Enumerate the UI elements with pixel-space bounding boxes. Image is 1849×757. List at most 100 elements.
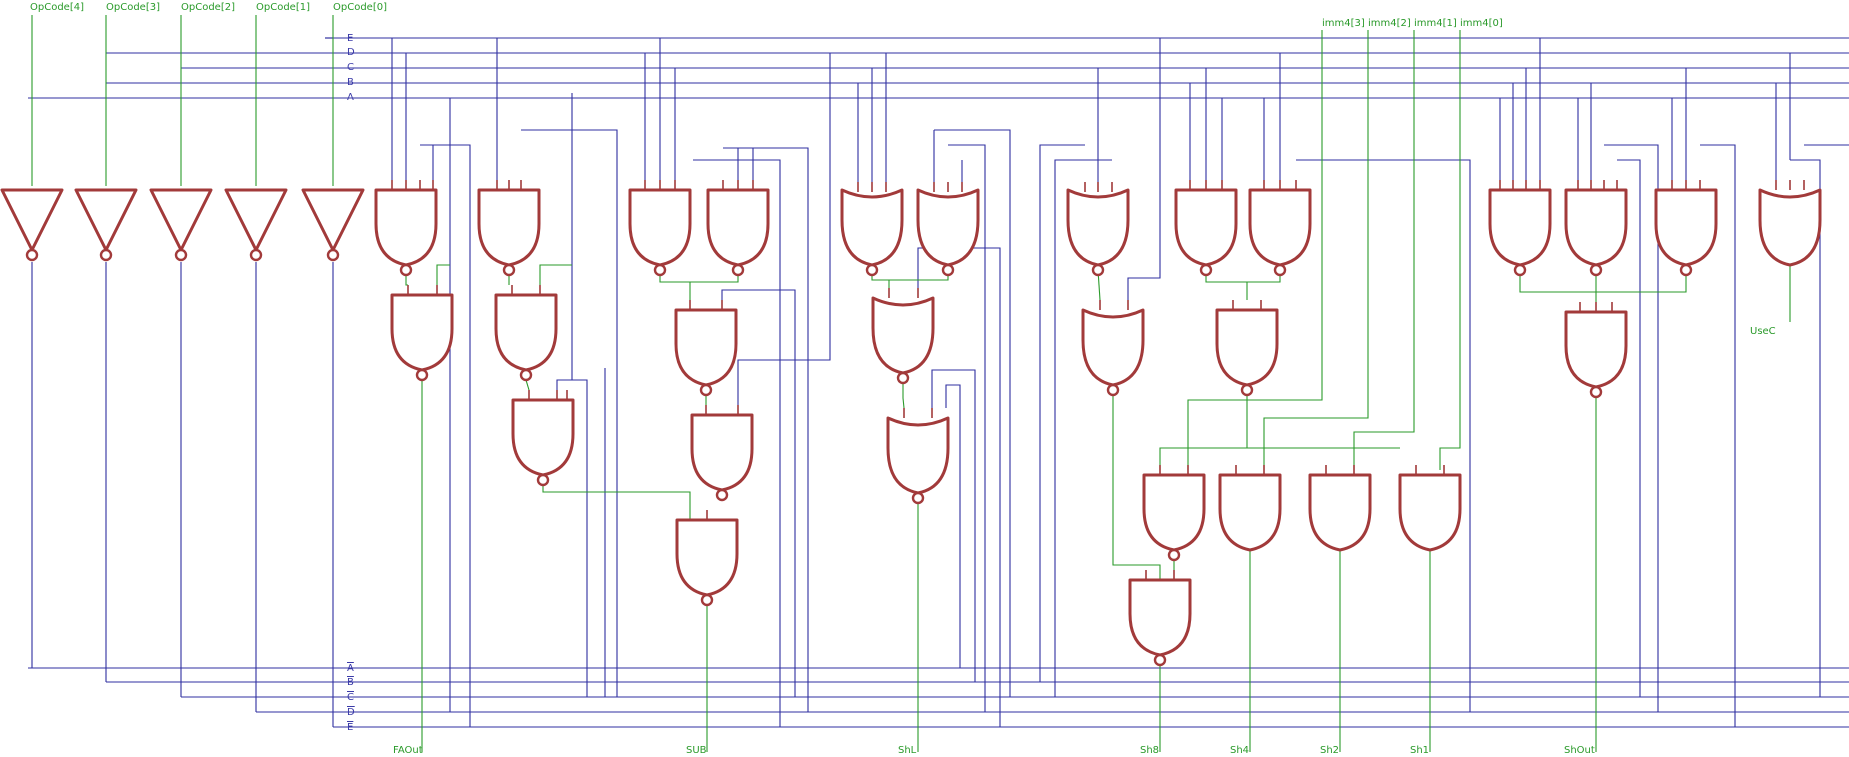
input-label-opcode-0: OpCode[0] [333, 2, 387, 13]
inversion-bubble [1199, 263, 1213, 277]
bus-drop [1700, 144, 1736, 727]
output-label-sh8: Sh8 [1140, 745, 1159, 756]
top-bus-label-c: C [347, 62, 354, 73]
not-gate [149, 188, 213, 252]
nand-gate [477, 188, 541, 267]
signal-wire [1205, 270, 1281, 283]
inversion-bubble [536, 473, 550, 487]
bottom-bus-label-b-bar: B [347, 677, 354, 688]
output-label-sh4: Sh4 [1230, 745, 1249, 756]
inversion-bubble [502, 263, 516, 277]
input-label-opcode-1: OpCode[1] [256, 2, 310, 13]
bus-drop [738, 147, 809, 712]
bus-drop [1054, 159, 1112, 697]
top-bus-label-a: A [347, 92, 354, 103]
output-label-shout: ShOut [1564, 745, 1595, 756]
input-label-imm4-2: imm4[2] [1368, 18, 1411, 29]
signal-wire [1439, 30, 1461, 470]
bus-drop [934, 129, 1011, 697]
input-label-imm4-0: imm4[0] [1460, 18, 1503, 29]
nand-gate [390, 293, 454, 372]
signal-wire [539, 264, 572, 285]
bus-drop [521, 129, 618, 697]
inversion-bubble [700, 593, 714, 607]
nand-gate [1215, 308, 1279, 387]
bottom-bus-label-d-bar: D [347, 707, 355, 718]
signal-wire [902, 378, 905, 409]
inversion-bubble [865, 263, 879, 277]
signal-wire [1112, 390, 1161, 580]
inversion-bubble [1240, 383, 1254, 397]
signal-wire [659, 270, 739, 283]
nor-gate [916, 188, 980, 267]
top-bus-label-d: D [347, 47, 355, 58]
output-label-shl: ShL [898, 745, 917, 756]
nor-gate [871, 296, 935, 375]
input-label-opcode-4: OpCode[4] [30, 2, 84, 13]
inversion-bubble [1589, 385, 1603, 399]
signal-wire [436, 264, 450, 285]
signal-wire [1187, 30, 1323, 470]
bus-drop [1617, 159, 1641, 697]
input-label-imm4-1: imm4[1] [1414, 18, 1457, 29]
input-label-imm4-3: imm4[3] [1322, 18, 1365, 29]
inversion-bubble [1167, 548, 1181, 562]
inversion-bubble [1273, 263, 1287, 277]
inversion-bubble [399, 263, 413, 277]
inversion-bubble [715, 488, 729, 502]
not-gate [0, 188, 64, 252]
bus-drop [420, 144, 471, 727]
not-gate [224, 188, 288, 252]
bus-drop [945, 384, 961, 668]
nor-gate [886, 416, 950, 495]
inverter-bubble [249, 248, 263, 262]
inversion-bubble [415, 368, 429, 382]
nand-gate [706, 188, 770, 267]
inversion-bubble [519, 368, 533, 382]
nand-gate [1174, 188, 1238, 267]
inverter-bubble [25, 248, 39, 262]
bus-drop [721, 289, 796, 697]
bus-drop [693, 159, 781, 727]
and-gate [1218, 473, 1282, 552]
bottom-bus-label-c-bar: C [347, 692, 354, 703]
output-label-usec: UseC [1750, 326, 1776, 337]
bottom-bus-label-a-bar: A [347, 663, 354, 674]
not-gate [74, 188, 138, 252]
bus-drop [1127, 38, 1161, 300]
nand-gate [1248, 188, 1312, 267]
nand-gate [494, 293, 558, 372]
bus-drop [556, 379, 588, 697]
inversion-bubble [653, 263, 667, 277]
nand-gate [1488, 188, 1552, 267]
nand-gate [374, 188, 438, 267]
inversion-bubble [941, 263, 955, 277]
and-gate [1398, 473, 1462, 552]
signal-wire [1263, 30, 1369, 470]
nand-gate [690, 413, 754, 492]
nand-gate [628, 188, 692, 267]
nand-gate [1654, 188, 1718, 267]
inversion-bubble [1091, 263, 1105, 277]
bus-drop [1790, 159, 1821, 697]
inverter-bubble [326, 248, 340, 262]
bus-drop [737, 53, 831, 405]
input-label-opcode-3: OpCode[3] [106, 2, 160, 13]
nor-gate [1066, 188, 1130, 267]
signal-wire [1519, 270, 1687, 293]
nand-gate [1564, 188, 1628, 267]
inversion-bubble [1153, 653, 1167, 667]
inversion-bubble [1679, 263, 1693, 277]
input-label-opcode-2: OpCode[2] [181, 2, 235, 13]
nor-gate [1081, 308, 1145, 387]
signal-wire [525, 379, 530, 391]
output-label-sh1: Sh1 [1410, 745, 1429, 756]
bus-drop [1039, 144, 1085, 682]
inversion-bubble [1106, 383, 1120, 397]
logic-gates [0, 180, 1822, 667]
bottom-bus-label-e-bar: E [347, 722, 353, 733]
inversion-bubble [1513, 263, 1527, 277]
nand-gate [674, 308, 738, 387]
output-label-sh2: Sh2 [1320, 745, 1339, 756]
